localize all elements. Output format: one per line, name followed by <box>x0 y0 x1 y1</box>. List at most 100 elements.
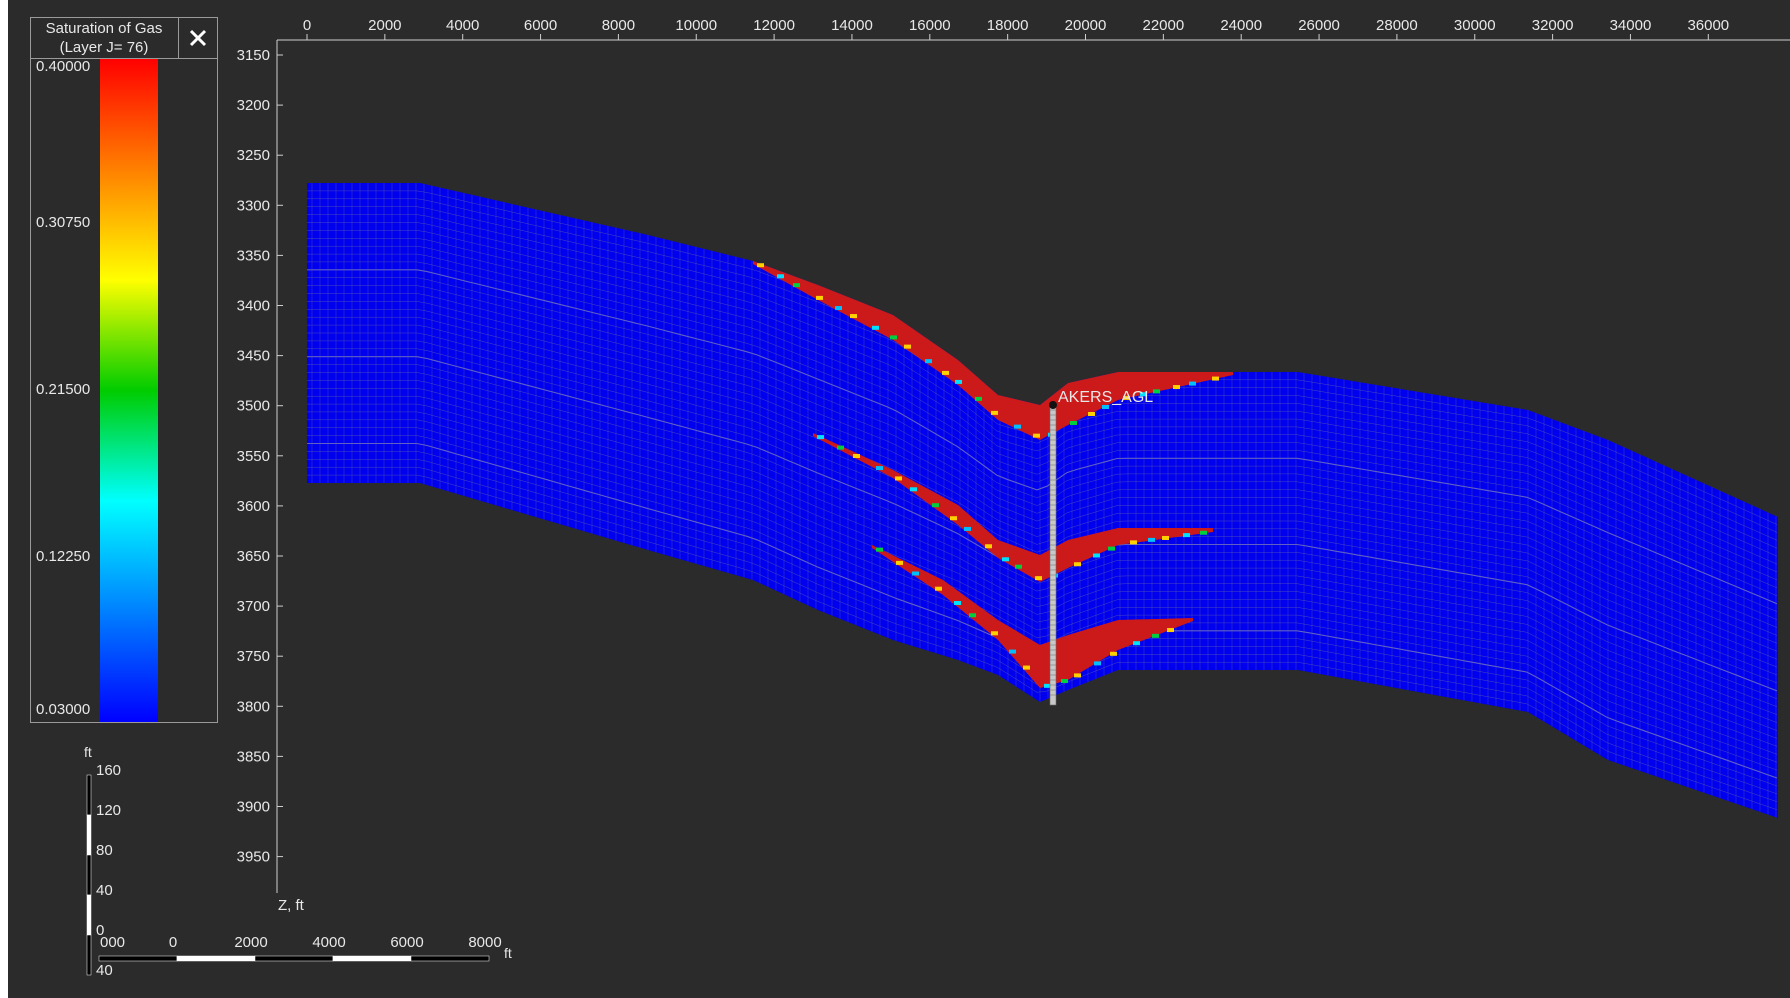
gas-transition-cell <box>1130 540 1137 545</box>
gas-transition-cell <box>1189 381 1196 386</box>
x-axis-tick-label: 6000 <box>524 17 557 34</box>
vertical-scale-label: 40 <box>96 962 113 979</box>
x-axis-tick-label: 8000 <box>602 17 635 34</box>
x-axis-tick-label: 14000 <box>831 17 873 34</box>
gas-transition-cell <box>991 631 998 636</box>
grid-body <box>307 183 1778 818</box>
x-axis-tick-label: 32000 <box>1532 17 1574 34</box>
x-axis-tick-label: 24000 <box>1220 17 1262 34</box>
gas-transition-cell <box>1148 537 1155 542</box>
vertical-scale-label: 80 <box>96 842 113 859</box>
z-axis-tick-label: 3900 <box>237 799 270 816</box>
gas-transition-cell <box>1070 421 1077 425</box>
gas-transition-cell <box>1200 530 1207 535</box>
gas-transition-cell <box>895 476 902 481</box>
vertical-scale-label: 160 <box>96 762 121 779</box>
z-axis-tick-label: 3700 <box>237 598 270 615</box>
gas-transition-cell <box>777 274 784 279</box>
gas-transition-cell <box>904 344 911 349</box>
wellhead-marker[interactable] <box>1049 401 1057 409</box>
z-axis-tick-label: 3350 <box>237 247 270 264</box>
horizontal-scale-label: 0 <box>169 934 177 951</box>
cross-section-view[interactable]: 0 2000 4000 6000 8000 10000 12000 14000 16000 180… <box>8 0 1790 998</box>
horizontal-scale-label: 4000 <box>312 934 345 951</box>
model-viewport[interactable]: 0 2000 4000 6000 8000 10000 12000 14000 16000 180… <box>8 0 1790 998</box>
legend-tick-label: 0.40000 <box>36 58 91 75</box>
gas-transition-cell <box>1093 553 1100 558</box>
gas-zone-fill <box>753 261 1233 440</box>
gas-transition-cell <box>964 526 971 531</box>
vertical-scale-label: 40 <box>96 882 113 899</box>
x-axis-tick-label: 36000 <box>1687 17 1729 34</box>
gas-transition-cell <box>935 586 942 591</box>
gas-transition-cell <box>1088 412 1095 416</box>
x-axis-tick-label: 0 <box>303 17 311 34</box>
x-axis-tick-label: 12000 <box>753 17 795 34</box>
gas-transition-cell <box>1212 376 1219 381</box>
horizontal-scale-segment <box>98 955 178 962</box>
well-trajectory[interactable] <box>1049 401 1057 706</box>
gas-transition-cell <box>1140 392 1147 397</box>
legend-title-line2: (Layer J= 76) <box>59 39 149 56</box>
gas-transition-cell <box>1035 576 1042 581</box>
legend-close-button[interactable] <box>178 18 218 58</box>
gas-transition-cell <box>1094 661 1101 666</box>
z-axis-tick-label: 3850 <box>237 748 270 765</box>
well-name-label: AKERS_AGL <box>1058 389 1153 406</box>
gas-transition-cell <box>1153 389 1160 394</box>
gas-transition-cell <box>969 613 976 618</box>
gas-transition-cell <box>853 454 860 458</box>
horizontal-scale-label: 6000 <box>390 934 423 951</box>
legend-tick-label: 0.12250 <box>36 548 91 565</box>
gas-transition-cell <box>757 263 764 268</box>
x-axis-tick-label: 10000 <box>675 17 717 34</box>
x-axis-tick-label: 30000 <box>1454 17 1496 34</box>
x-axis-tick-label: 34000 <box>1610 17 1652 34</box>
gas-transition-cell <box>1123 395 1130 400</box>
x-axis-tick-label: 16000 <box>909 17 951 34</box>
x-axis-tick-label: 18000 <box>987 17 1029 34</box>
z-axis-tick-label: 3400 <box>237 298 270 315</box>
gas-transition-cell <box>1173 385 1180 390</box>
z-axis-tick-label: 3150 <box>237 47 270 64</box>
gas-transition-cell <box>991 410 998 415</box>
z-axis-label: Z, ft <box>278 897 305 914</box>
x-axis-tick-label: 22000 <box>1142 17 1184 34</box>
gas-transition-cell <box>793 283 800 288</box>
z-axis-tick-label: 3550 <box>237 448 270 465</box>
gas-transition-cell <box>1152 633 1159 638</box>
gas-transition-cell <box>1110 651 1117 656</box>
legend-header: Saturation of Gas (Layer J= 76) <box>31 18 217 59</box>
gas-transition-cell <box>975 396 982 401</box>
gas-transition-cell <box>1167 628 1174 633</box>
gas-zone <box>872 545 1193 688</box>
gas-transition-cell <box>1133 641 1140 646</box>
gas-zone-fill <box>813 433 1213 582</box>
gas-transition-cell <box>876 466 883 471</box>
vertical-scale-label: 120 <box>96 802 121 819</box>
color-legend: Saturation of Gas (Layer J= 76) 0.40000 0… <box>30 17 218 723</box>
z-axis-tick-label: 3750 <box>237 648 270 665</box>
z-axis-tick-label: 3250 <box>237 147 270 164</box>
vertical-scale-label: 0 <box>96 922 104 939</box>
x-axis-tick-label: 20000 <box>1065 17 1107 34</box>
z-axis-tick-label: 3200 <box>237 97 270 114</box>
gas-transition-cell <box>1074 673 1081 678</box>
horizontal-scale-unit: ft <box>504 945 512 961</box>
gas-transition-cell <box>1044 683 1051 688</box>
x-axis-tick-label: 4000 <box>446 17 479 34</box>
z-axis-tick-label: 3650 <box>237 548 270 565</box>
gas-transition-cell <box>1108 546 1115 551</box>
legend-title-line1: Saturation of Gas <box>45 20 163 37</box>
gas-transition-cell <box>912 571 919 576</box>
gas-transition-cell <box>1183 533 1190 538</box>
z-axis-tick-label: 3800 <box>237 698 270 715</box>
x-axis-tick-label: 28000 <box>1376 17 1418 34</box>
gas-transition-cell <box>950 516 957 521</box>
gas-transition-cell <box>1009 649 1016 654</box>
horizontal-scale-segment <box>176 955 256 962</box>
gas-transition-cell <box>942 370 949 375</box>
gas-transition-cell <box>1014 424 1021 429</box>
legend-tick-label: 0.03000 <box>36 701 91 718</box>
z-axis-tick-label: 3600 <box>237 498 270 515</box>
